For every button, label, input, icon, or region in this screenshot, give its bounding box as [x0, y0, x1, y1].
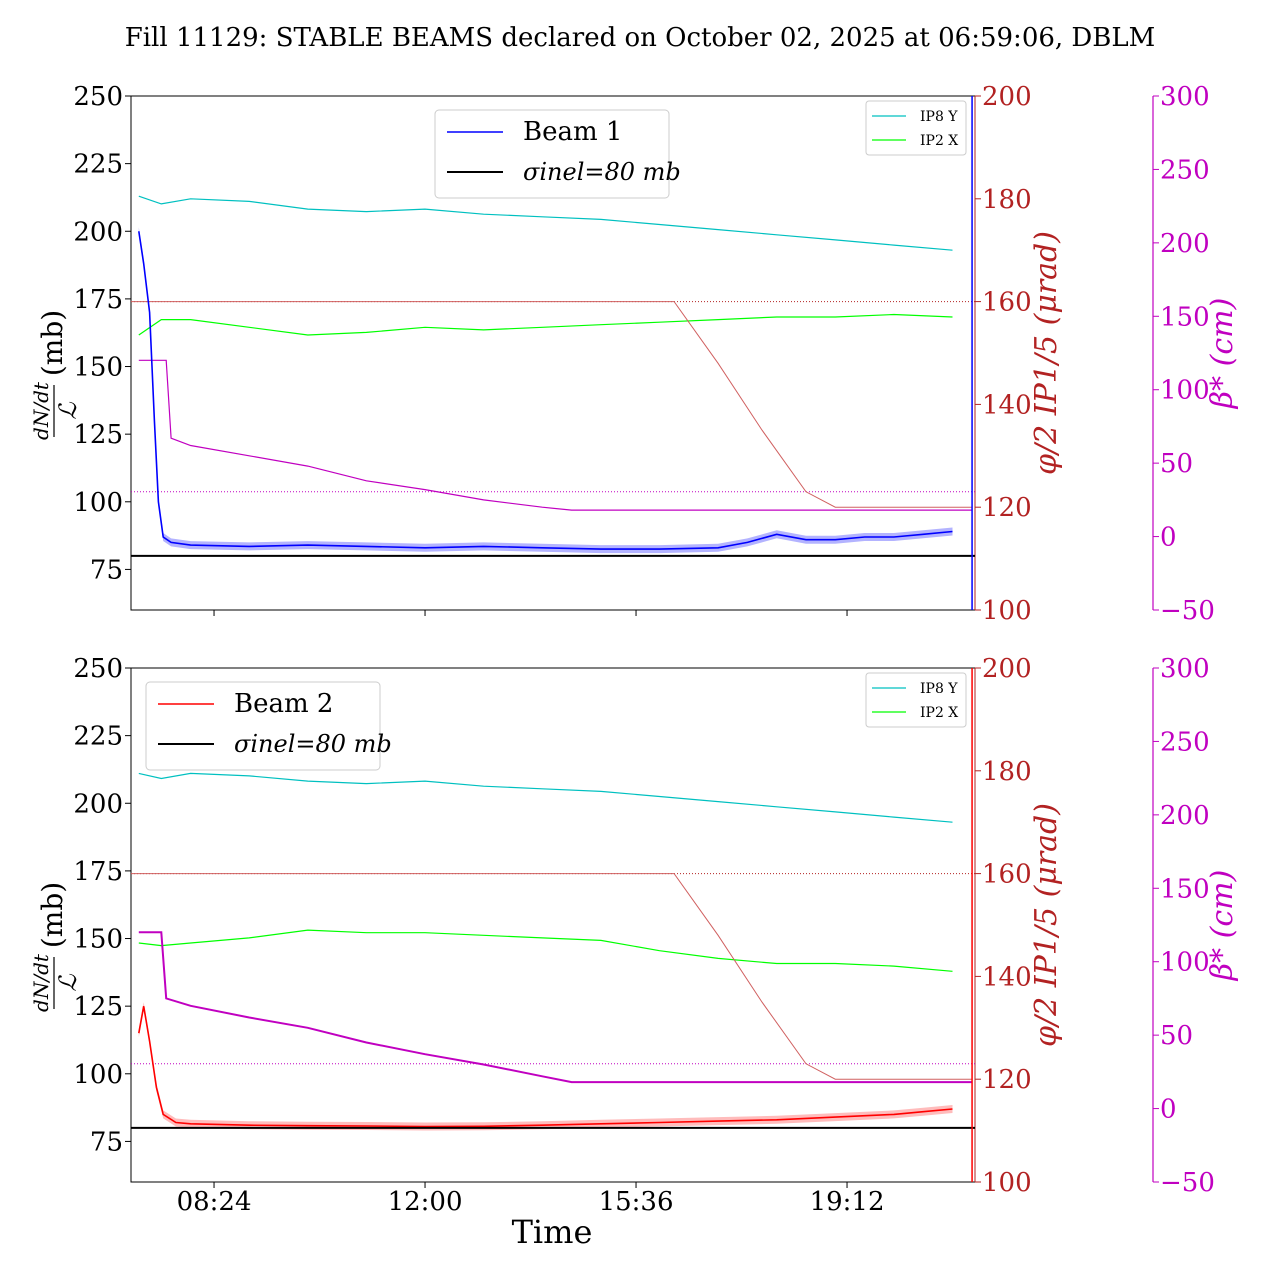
series-beam-2 [138, 1006, 953, 1128]
angle-tick-label: 120 [982, 493, 1032, 523]
beta-tick-label: 250 [1160, 155, 1210, 185]
beta-tick-label: 300 [1160, 654, 1210, 684]
figure-title: Fill 11129: STABLE BEAMS declared on Oct… [125, 23, 1156, 53]
x-tick-label: 08:24 [177, 1187, 252, 1217]
x-axis-label: Time [512, 1213, 593, 1251]
y-tick-label: 100 [73, 488, 123, 518]
y-label-unit: (mb) [36, 882, 69, 948]
angle-tick-label: 100 [982, 596, 1032, 626]
beta-tick-label: 300 [1160, 82, 1210, 112]
angle-tick-label: 160 [982, 288, 1032, 318]
y-tick-label: 225 [73, 150, 123, 180]
x-tick-label: 19:12 [810, 1187, 885, 1217]
y-label-denominator: ℒ [54, 402, 82, 420]
beta-tick-label: 0 [1160, 1095, 1177, 1125]
angle-tick-label: 200 [982, 82, 1032, 112]
legend-ip2-label: IP2 X [920, 133, 958, 149]
legend-main: Beam 1 σinel=80 mb [434, 109, 681, 199]
beta-tick-label: −50 [1160, 596, 1215, 626]
y-axis-label: dN/dt ℒ (mb) [29, 882, 82, 1012]
beta-tick-label: 100 [1160, 376, 1210, 406]
y-tick-label: 75 [90, 555, 123, 585]
angle-tick-label: 200 [982, 654, 1032, 684]
angle-axis-label: φ/2 IP1/5 (μrad) [1029, 231, 1064, 475]
angle-tick-label: 100 [982, 1168, 1032, 1198]
series-ip8-y [138, 772, 953, 823]
angle-tick-label: 160 [982, 860, 1032, 890]
y-label-numerator: dN/dt [29, 381, 53, 440]
x-tick-label: 12:00 [388, 1187, 463, 1217]
angle-tick-label: 140 [982, 962, 1032, 992]
y-tick-label: 175 [73, 857, 123, 887]
beta-tick-label: 200 [1160, 801, 1210, 831]
beta-tick-label: 200 [1160, 229, 1210, 259]
beta-tick-label: 150 [1160, 302, 1210, 332]
legend-beam-label: Beam 1 [523, 117, 622, 147]
y-tick-label: 200 [73, 217, 123, 247]
series-ip2-x [138, 929, 953, 972]
series-beta-star [138, 359, 973, 511]
x-tick-label: 15:36 [599, 1187, 674, 1217]
beam-uncertainty-band [138, 1002, 953, 1131]
legend-sigma-label: σinel=80 mb [523, 158, 681, 186]
y-tick-label: 125 [73, 420, 123, 450]
angle-tick-label: 180 [982, 185, 1032, 215]
legend-small: IP8 Y IP2 X [865, 100, 967, 156]
beta-axis-label: β* (cm) [1205, 870, 1240, 982]
y-tick-label: 150 [73, 925, 123, 955]
y-tick-label: 250 [73, 654, 123, 684]
legend-beam-label: Beam 2 [234, 689, 333, 719]
beta-tick-label: 50 [1160, 449, 1193, 479]
legend-ip2-label: IP2 X [920, 705, 958, 721]
legend-ip8-label: IP8 Y [920, 681, 958, 697]
y-tick-label: 125 [73, 992, 123, 1022]
angle-axis-label: φ/2 IP1/5 (μrad) [1029, 803, 1064, 1047]
legend-sigma-label: σinel=80 mb [234, 730, 392, 758]
beta-tick-label: 100 [1160, 948, 1210, 978]
beta-tick-label: 0 [1160, 523, 1177, 553]
beta-axis-label: β* (cm) [1205, 298, 1240, 410]
beta-tick-label: −50 [1160, 1168, 1215, 1198]
y-label-unit: (mb) [36, 310, 69, 376]
panel-top: 75 100 125 150 175 200 225 250 100 120 140 160 180 20… [29, 82, 1240, 626]
angle-tick-label: 180 [982, 757, 1032, 787]
series-beta-star [138, 931, 973, 1084]
y-axis-label: dN/dt ℒ (mb) [29, 310, 82, 440]
y-tick-label: 250 [73, 82, 123, 112]
y-tick-label: 150 [73, 353, 123, 383]
angle-tick-label: 140 [982, 390, 1032, 420]
legend-main: Beam 2 σinel=80 mb [145, 681, 392, 771]
y-tick-label: 75 [90, 1127, 123, 1157]
legend-small: IP8 Y IP2 X [865, 672, 967, 728]
panel-bottom: 75 100 125 150 175 200 225 250 100 120 140 160 180 20… [29, 654, 1240, 1217]
beta-tick-label: 250 [1160, 727, 1210, 757]
series-crossing-angle [131, 301, 973, 508]
y-tick-label: 225 [73, 722, 123, 752]
beta-tick-label: 150 [1160, 874, 1210, 904]
angle-tick-label: 120 [982, 1065, 1032, 1095]
series-ip8-y [138, 195, 953, 251]
series-beam-1 [138, 231, 953, 550]
y-tick-label: 100 [73, 1060, 123, 1090]
y-tick-label: 200 [73, 789, 123, 819]
beta-tick-label: 50 [1160, 1021, 1193, 1051]
legend-small-box [865, 100, 967, 156]
y-label-denominator: ℒ [54, 974, 82, 992]
y-label-numerator: dN/dt [29, 953, 53, 1012]
series-crossing-angle [131, 873, 973, 1080]
legend-ip8-label: IP8 Y [920, 109, 958, 125]
y-tick-label: 175 [73, 285, 123, 315]
series-ip2-x [138, 313, 953, 336]
legend-small-box [865, 672, 967, 728]
